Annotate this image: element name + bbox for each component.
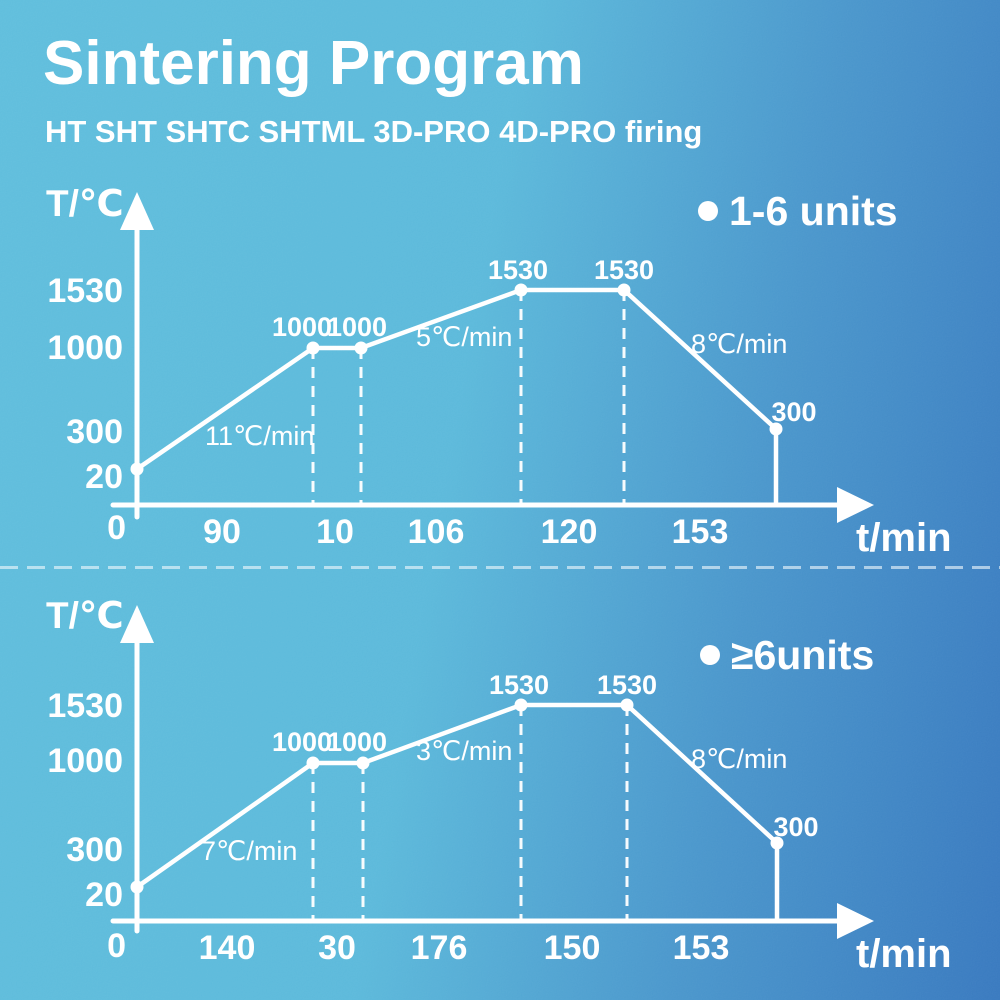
point-label-1000: 1000 — [327, 312, 387, 342]
sintering-chart-6plus-units: T/℃ t/min ≥6units 1530 1000 300 20 0 140… — [46, 595, 952, 976]
y-tick-1530: 1530 — [47, 272, 123, 310]
ramp-rate-label-2: 3℃/min — [416, 736, 512, 766]
data-point-1000 — [356, 756, 370, 770]
legend-label: ≥6units — [731, 632, 874, 678]
page-title: Sintering Program — [43, 29, 584, 98]
x-tick-segment-4: 120 — [541, 513, 598, 551]
x-axis-label: t/min — [856, 932, 952, 976]
data-point-1530 — [514, 283, 528, 297]
data-point-1000 — [354, 341, 368, 355]
legend-bullet-icon — [700, 645, 720, 665]
legend-bullet-icon — [698, 201, 718, 221]
point-label-300: 300 — [771, 397, 816, 427]
point-label-1530: 1530 — [594, 255, 654, 285]
data-point-start-20 — [130, 462, 144, 476]
point-label-1000: 1000 — [327, 727, 387, 757]
y-tick-20: 20 — [85, 458, 123, 496]
ramp-rate-label-3: 8℃/min — [691, 744, 787, 774]
ramp-rate-label-1: 7℃/min — [201, 836, 297, 866]
x-axis-label: t/min — [856, 516, 952, 560]
x-tick-segment-4: 150 — [544, 929, 601, 967]
point-label-1530: 1530 — [597, 670, 657, 700]
page-subtitle: HT SHT SHTC SHTML 3D-PRO 4D-PRO firing — [45, 114, 703, 149]
x-tick-segment-3: 106 — [408, 513, 465, 551]
origin-tick: 0 — [107, 509, 126, 547]
section-divider-dashed — [0, 566, 1000, 569]
data-point-1530 — [514, 698, 528, 712]
x-tick-segment-5: 153 — [672, 513, 729, 551]
point-label-300: 300 — [773, 812, 818, 842]
x-tick-segment-5: 153 — [673, 929, 730, 967]
point-label-1000: 1000 — [272, 727, 332, 757]
x-tick-segment-2: 30 — [318, 929, 356, 967]
y-tick-300: 300 — [66, 413, 123, 451]
data-point-start-20 — [130, 880, 144, 894]
data-point-1530 — [620, 698, 634, 712]
sintering-chart-1-6-units: T/℃ t/min 1-6 units 1530 1000 300 20 0 9… — [46, 183, 952, 560]
x-tick-segment-2: 10 — [316, 513, 354, 551]
data-point-1000 — [306, 756, 320, 770]
y-axis-label: T/℃ — [46, 595, 124, 636]
legend-label: 1-6 units — [729, 188, 898, 234]
y-tick-1000: 1000 — [47, 329, 123, 367]
y-axis-label: T/℃ — [46, 183, 124, 224]
ramp-rate-label-1: 11℃/min — [205, 421, 314, 451]
data-point-1530 — [617, 283, 631, 297]
ramp-rate-label-3: 8℃/min — [691, 329, 787, 359]
x-tick-segment-1: 90 — [203, 513, 241, 551]
point-label-1000: 1000 — [272, 312, 332, 342]
y-tick-20: 20 — [85, 876, 123, 914]
x-tick-segment-3: 176 — [411, 929, 468, 967]
data-point-1000 — [306, 341, 320, 355]
y-tick-1530: 1530 — [47, 687, 123, 725]
y-tick-1000: 1000 — [47, 742, 123, 780]
origin-tick: 0 — [107, 927, 126, 965]
point-label-1530: 1530 — [488, 255, 548, 285]
ramp-rate-label-2: 5℃/min — [416, 322, 512, 352]
y-tick-300: 300 — [66, 831, 123, 869]
point-label-1530: 1530 — [489, 670, 549, 700]
x-tick-segment-1: 140 — [199, 929, 256, 967]
